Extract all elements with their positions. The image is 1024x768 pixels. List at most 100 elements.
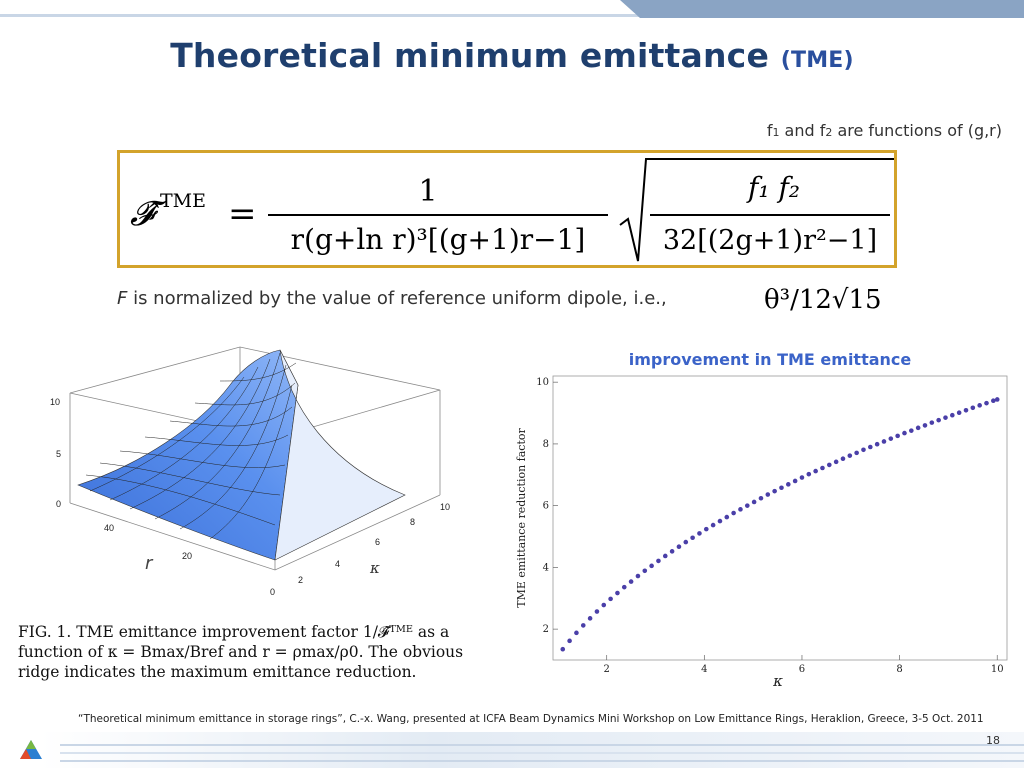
norm-var: F — [117, 288, 128, 309]
data-point — [806, 471, 812, 477]
surface-mesh — [77, 349, 299, 561]
data-point — [758, 495, 764, 501]
data-point — [574, 630, 579, 636]
top-accent-bar — [0, 0, 1024, 18]
r-tick-40: 40 — [104, 523, 114, 533]
data-point — [656, 558, 661, 564]
x-tick-label: 2 — [604, 664, 610, 675]
data-point — [854, 450, 859, 456]
data-point — [731, 510, 736, 516]
caption-line-2: function of κ = Bmax/Bref and r = ρmax/ρ… — [18, 643, 464, 661]
r-axis-label: r — [145, 553, 153, 574]
normalization-text: F is normalized by the value of referenc… — [117, 288, 667, 309]
data-point — [868, 444, 873, 450]
data-point — [683, 539, 689, 545]
data-point — [744, 503, 750, 508]
data-point — [690, 535, 695, 541]
reference-citation: “Theoretical minimum emittance in storag… — [78, 713, 984, 725]
tme-formula: 𝓕̂ TME = 1 r(g+ln r)³[(g+1)r−1] f₁ f₂ 32… — [130, 158, 894, 262]
kappa-tick-2: 2 — [298, 575, 303, 585]
data-point — [936, 417, 941, 423]
data-point — [642, 568, 648, 574]
data-point — [861, 447, 866, 453]
data-point — [621, 584, 627, 590]
kappa-axis-label: κ — [369, 559, 380, 577]
kappa-tick-4: 4 — [335, 559, 340, 569]
frac2-denominator: 32[(2g+1)r²−1] — [663, 225, 877, 256]
data-point — [669, 549, 675, 554]
data-point — [840, 456, 846, 462]
formula-equals: = — [228, 194, 257, 234]
z-tick-5: 5 — [56, 449, 61, 459]
x-tick-label: 10 — [991, 664, 1004, 675]
note-f1-sub: 1 — [772, 126, 780, 139]
frac1-denominator: r(g+ln r)³[(g+1)r−1] — [291, 223, 586, 256]
data-point — [772, 488, 777, 494]
kappa-tick-8: 8 — [410, 517, 415, 527]
reduction-factor-plot: 2 4 6 8 10 2 4 6 8 10 κ TME emittance reduction f… — [515, 375, 1008, 690]
kappa-tick-10: 10 — [440, 502, 450, 512]
note-f1: f — [766, 121, 773, 140]
data-point — [580, 623, 586, 628]
data-point — [724, 514, 730, 520]
data-point — [977, 403, 982, 408]
data-point — [635, 573, 641, 579]
plot-ticks: 2 4 6 8 10 2 4 6 8 10 — [536, 377, 1003, 675]
surface-plot: 10 5 0 40 20 0 2 4 6 8 10 κ — [50, 346, 450, 597]
note-suffix: are functions of (g,r) — [832, 121, 1002, 140]
data-point — [813, 468, 818, 474]
data-point — [929, 420, 935, 425]
data-point — [560, 646, 566, 652]
data-point — [567, 638, 572, 644]
z-tick-10: 10 — [50, 397, 60, 407]
surface-ridge-side — [274, 349, 406, 561]
data-point — [697, 531, 702, 536]
argonne-logo — [20, 740, 42, 759]
page-title: Theoretical minimum emittance (TME) — [0, 36, 1024, 75]
data-point — [792, 478, 798, 484]
data-point — [895, 433, 900, 439]
data-point — [984, 400, 989, 406]
data-point — [943, 415, 948, 420]
data-point — [615, 590, 620, 596]
data-point — [765, 492, 771, 497]
data-point — [594, 609, 600, 614]
footer-strip — [40, 732, 1024, 768]
plot-points — [560, 397, 1000, 652]
data-point — [994, 397, 1000, 402]
plot-xlabel: κ — [772, 672, 783, 690]
data-point — [970, 405, 976, 411]
norm-desc: is normalized by the value of reference … — [127, 288, 667, 309]
r-tick-0: 0 — [270, 587, 275, 597]
data-point — [909, 428, 914, 433]
x-tick-label: 6 — [799, 664, 805, 675]
data-point — [888, 436, 894, 441]
norm-eq-text: θ³/12√15 — [764, 285, 882, 315]
sqrt-sign — [619, 158, 894, 262]
title-subtitle: (TME) — [780, 48, 854, 73]
data-point — [827, 462, 832, 468]
data-point — [676, 544, 682, 550]
formula-box: 𝓕̂ TME = 1 r(g+ln r)³[(g+1)r−1] f₁ f₂ 32… — [117, 150, 897, 268]
data-point — [902, 430, 907, 436]
x-tick-label: 4 — [701, 664, 707, 675]
data-point — [950, 412, 955, 418]
data-point — [608, 596, 613, 602]
surface-gridlines — [85, 352, 297, 540]
caption-line-1: FIG. 1. TME emittance improvement factor… — [18, 623, 450, 641]
data-point — [587, 616, 593, 621]
data-point — [649, 563, 654, 569]
page-number: 18 — [986, 734, 1000, 747]
data-point — [833, 459, 839, 465]
data-point — [628, 579, 634, 584]
y-tick-label: 8 — [543, 439, 549, 450]
y-tick-label: 6 — [543, 501, 549, 512]
y-tick-label: 2 — [543, 624, 549, 635]
figure-caption: FIG. 1. TME emittance improvement factor… — [18, 622, 498, 682]
note-and: and f — [779, 121, 826, 140]
y-tick-label: 10 — [536, 377, 549, 388]
data-point — [991, 398, 996, 403]
data-point — [956, 410, 962, 416]
plot-title: improvement in TME emittance — [628, 350, 912, 369]
formula-lhs-sup: TME — [160, 190, 206, 212]
